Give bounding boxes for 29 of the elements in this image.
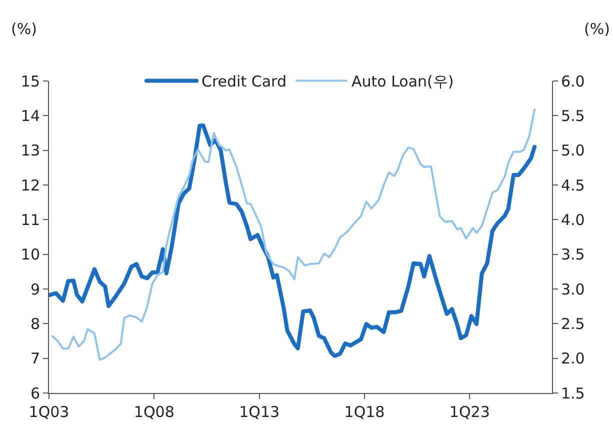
- y-tick-label: 11: [20, 210, 40, 229]
- y-tick-label: 10: [20, 246, 40, 264]
- y2-tick-label: 4.5: [561, 176, 585, 194]
- y2-tick-label: 4.0: [561, 210, 585, 229]
- x-tick-label: 1Q08: [134, 403, 174, 421]
- y-axis-title: (%): [11, 20, 37, 38]
- x-tick-label: 1Q13: [239, 403, 280, 421]
- y2-tick-label: 6.0: [561, 72, 585, 90]
- y-tick-label: 9: [30, 280, 40, 298]
- y2-tick-label: 3.0: [561, 280, 585, 298]
- y-tick-label: 7: [30, 350, 40, 368]
- x-tick-label: 1Q23: [449, 403, 490, 421]
- y2-tick-label: 1.5: [561, 384, 585, 402]
- y2-tick-label: 2.5: [561, 314, 585, 333]
- x-tick-label: 1Q03: [28, 403, 70, 421]
- y-tick-label: 12: [20, 176, 40, 194]
- y2-tick-label: 5.5: [561, 106, 585, 125]
- legend-label: Credit Card: [202, 72, 286, 91]
- y-tick-label: 15: [20, 72, 40, 90]
- y-tick-label: 13: [20, 142, 40, 160]
- y2-tick-label: 5.0: [561, 142, 585, 160]
- x-tick-label: 1Q18: [344, 403, 385, 421]
- legend-label: Auto Loan(우): [351, 72, 454, 91]
- y-tick-label: 14: [20, 106, 40, 125]
- y2-tick-label: 3.5: [561, 246, 585, 264]
- y2-tick-label: 2.0: [561, 350, 585, 368]
- y-tick-label: 8: [30, 314, 40, 333]
- y-tick-label: 6: [30, 384, 40, 402]
- y2-axis-title: (%): [584, 20, 610, 38]
